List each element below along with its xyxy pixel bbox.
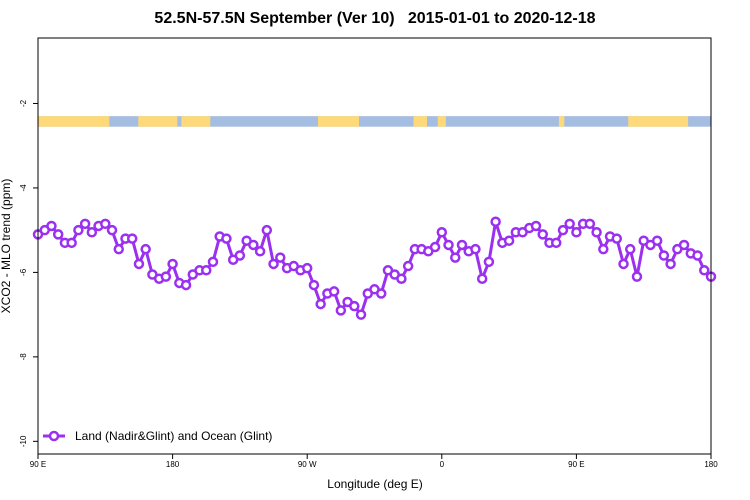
y-axis-title: XCO2 - MLO trend (ppm) (0, 179, 13, 314)
land-segment (317, 116, 360, 127)
data-point (355, 309, 367, 320)
land-segment (413, 116, 427, 127)
data-point (631, 271, 643, 282)
data-point (66, 237, 77, 249)
data-point (133, 258, 145, 270)
land-segment (437, 116, 446, 127)
data-point (537, 229, 548, 240)
data-point (618, 258, 629, 270)
data-point (443, 239, 454, 251)
data-point (79, 218, 91, 230)
land-segment (558, 116, 565, 127)
chart-title: 52.5N-57.5N September (Ver 10) 2015-01-0… (154, 10, 596, 27)
data-point (483, 256, 495, 268)
data-point (160, 271, 172, 282)
land-segment (38, 116, 110, 127)
data-point (73, 224, 84, 236)
data-point (402, 260, 414, 272)
data-point (550, 237, 562, 249)
data-point (699, 265, 710, 276)
data-point (692, 250, 703, 261)
x-axis: 90 E 180 90 W 0 90 E 180 (30, 454, 718, 469)
data-point (571, 227, 582, 238)
data-point (476, 273, 488, 284)
data-point (335, 305, 347, 316)
y-tick-label: -4 (19, 184, 28, 192)
data-point (598, 243, 609, 255)
data-point (46, 220, 57, 232)
data-point (113, 243, 125, 255)
data-point (557, 224, 569, 236)
data-point (207, 256, 219, 268)
data-point (221, 233, 232, 244)
x-tick-label: 180 (704, 460, 718, 469)
data-point (315, 298, 326, 310)
land-segment (628, 116, 689, 127)
plot-frame (37, 37, 712, 455)
data-point (436, 227, 448, 238)
data-point (167, 258, 178, 270)
data-point (665, 258, 676, 270)
data-point (651, 235, 663, 246)
data-point (308, 279, 320, 291)
x-tick-label: 90 E (30, 460, 46, 469)
data-point (470, 243, 481, 255)
ocean-band (38, 116, 711, 127)
y-axis: -2 -4 -6 -8 -10 (19, 99, 38, 447)
x-axis-title: Longitude (deg E) (327, 477, 422, 491)
data-point (450, 252, 461, 263)
x-tick-label: 90 W (298, 460, 317, 469)
data-point (268, 258, 279, 270)
series-layer (32, 216, 717, 320)
data-point (328, 286, 340, 297)
data-point (140, 243, 151, 255)
y-tick-label: -8 (19, 353, 28, 361)
surface-type-band (38, 116, 711, 127)
data-point (86, 227, 98, 238)
data-point (301, 262, 313, 274)
data-point (254, 246, 266, 257)
data-point (234, 250, 246, 261)
data-point (658, 250, 670, 261)
data-point (678, 239, 690, 251)
data-point (396, 273, 407, 284)
data-point (201, 265, 212, 276)
x-tick-label: 180 (166, 460, 180, 469)
x-tick-label: 90 E (568, 460, 584, 469)
data-point (503, 235, 515, 246)
data-point (180, 279, 192, 291)
y-tick-label: -2 (19, 99, 28, 107)
data-point (611, 233, 623, 244)
data-point (490, 216, 501, 227)
data-point (349, 300, 360, 312)
data-point (275, 252, 286, 263)
data-point (530, 220, 542, 232)
y-tick-label: -10 (19, 435, 28, 447)
y-tick-label: -6 (19, 268, 28, 276)
legend-label: Land (Nadir&Glint) and Ocean (Glint) (75, 429, 272, 443)
data-point (100, 218, 111, 230)
data-point (106, 224, 118, 236)
data-point (584, 218, 596, 230)
data-point (456, 239, 468, 251)
data-point (261, 224, 273, 236)
data-point (624, 243, 636, 255)
data-point (375, 288, 387, 299)
legend: Land (Nadir&Glint) and Ocean (Glint) (43, 429, 272, 443)
data-point (591, 227, 602, 238)
data-point (248, 239, 259, 251)
land-segment (138, 116, 178, 127)
data-point (429, 241, 441, 253)
data-point (52, 229, 64, 240)
legend-marker (48, 430, 60, 442)
data-point (126, 233, 138, 244)
x-tick-label: 0 (440, 460, 445, 469)
data-point (564, 218, 575, 230)
land-segment (181, 116, 211, 127)
